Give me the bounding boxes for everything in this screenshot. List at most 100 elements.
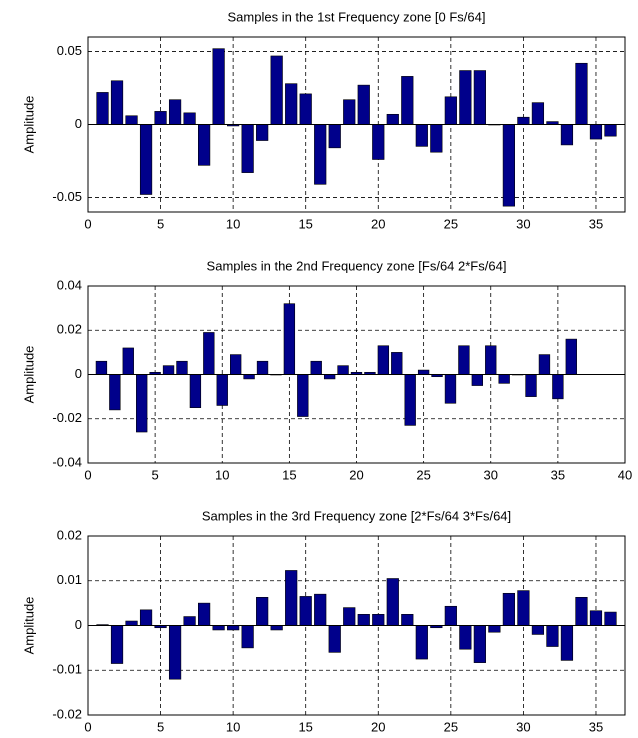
- bar: [430, 124, 443, 153]
- bar: [285, 83, 298, 125]
- bar: [386, 578, 399, 626]
- bar: [343, 99, 356, 125]
- bar: [531, 625, 545, 635]
- bar: [125, 620, 138, 626]
- chart-title: Samples in the 1st Frequency zone [0 Fs/…: [228, 9, 486, 24]
- bar: [538, 354, 551, 375]
- bar: [589, 124, 603, 140]
- x-tick-label: 35: [551, 467, 565, 482]
- bar: [560, 625, 574, 661]
- bar: [270, 625, 283, 631]
- bar: [444, 96, 457, 125]
- bar: [575, 62, 588, 125]
- bar: [139, 124, 153, 195]
- x-tick-label: 30: [516, 216, 530, 231]
- bar: [415, 124, 428, 147]
- bar: [227, 625, 240, 631]
- bar: [183, 112, 196, 125]
- x-tick-label: 5: [152, 467, 159, 482]
- bar: [162, 365, 175, 375]
- y-tick-label: 0: [75, 116, 82, 131]
- bar: [256, 124, 269, 141]
- axes-box: [87, 36, 626, 213]
- y-tick-label: 0.01: [57, 572, 82, 587]
- bar: [270, 55, 283, 125]
- x-tick-label: 30: [484, 467, 498, 482]
- bar: [459, 625, 472, 650]
- x-tick-label: 35: [589, 719, 603, 734]
- bar: [243, 374, 255, 380]
- bar: [110, 80, 124, 125]
- bar: [589, 610, 603, 626]
- bar: [471, 374, 483, 386]
- bar: [417, 369, 430, 375]
- x-tick-label: 10: [226, 216, 240, 231]
- bar: [198, 124, 211, 166]
- bar: [386, 113, 399, 125]
- bar: [168, 625, 182, 680]
- chart-title: Samples in the 3rd Frequency zone [2*Fs/…: [202, 508, 511, 523]
- bar: [109, 374, 121, 411]
- y-tick-label: 0.02: [57, 527, 82, 542]
- bar: [498, 374, 510, 384]
- x-tick-label: 25: [416, 467, 430, 482]
- bar: [391, 352, 403, 375]
- x-tick-label: 0: [84, 719, 91, 734]
- y-tick-label: 0: [75, 617, 82, 632]
- bar: [95, 360, 108, 375]
- bar: [136, 374, 148, 433]
- x-tick-label: 20: [371, 719, 385, 734]
- bar: [285, 570, 298, 626]
- bar: [502, 592, 515, 626]
- y-tick-label: 0.04: [57, 277, 82, 292]
- bar: [314, 593, 327, 626]
- y-tick-label: -0.05: [52, 189, 82, 204]
- x-tick-label: 0: [84, 216, 91, 231]
- bar: [485, 345, 497, 375]
- bar: [377, 345, 390, 375]
- x-tick-label: 15: [298, 719, 312, 734]
- bar: [176, 360, 188, 375]
- bar: [560, 124, 574, 146]
- x-tick-label: 5: [157, 216, 164, 231]
- x-tick-label: 25: [444, 216, 458, 231]
- bar: [256, 597, 269, 626]
- bar: [459, 70, 472, 125]
- bar: [357, 614, 370, 626]
- bar: [473, 625, 486, 663]
- x-tick-label: 0: [84, 467, 91, 482]
- bar: [328, 625, 341, 653]
- chart-title: Samples in the 2nd Frequency zone [Fs/64…: [207, 258, 507, 273]
- bar: [299, 93, 312, 125]
- axes-box: [87, 535, 626, 716]
- axes-box: [87, 285, 626, 464]
- bar: [283, 303, 296, 375]
- bar: [212, 48, 225, 125]
- x-tick-label: 20: [371, 216, 385, 231]
- bar: [444, 374, 457, 404]
- bar: [502, 124, 515, 207]
- bar: [241, 625, 254, 649]
- bar: [154, 111, 167, 125]
- y-tick-label: -0.04: [52, 454, 82, 469]
- bar: [125, 115, 138, 125]
- y-tick-label: 0.05: [57, 43, 82, 58]
- bar: [314, 124, 327, 185]
- bar: [458, 345, 470, 375]
- bar: [139, 609, 153, 626]
- bar: [183, 616, 196, 626]
- x-tick-label: 10: [215, 467, 229, 482]
- bar: [343, 607, 356, 626]
- bar: [552, 374, 564, 400]
- x-tick-label: 35: [589, 216, 603, 231]
- x-tick-label: 20: [349, 467, 363, 482]
- bar: [546, 625, 559, 647]
- x-tick-label: 5: [157, 719, 164, 734]
- bar: [604, 124, 617, 137]
- bar: [168, 99, 182, 125]
- x-tick-label: 10: [226, 719, 240, 734]
- bar: [198, 602, 211, 626]
- bar: [404, 374, 416, 426]
- y-tick-label: 0: [75, 366, 82, 381]
